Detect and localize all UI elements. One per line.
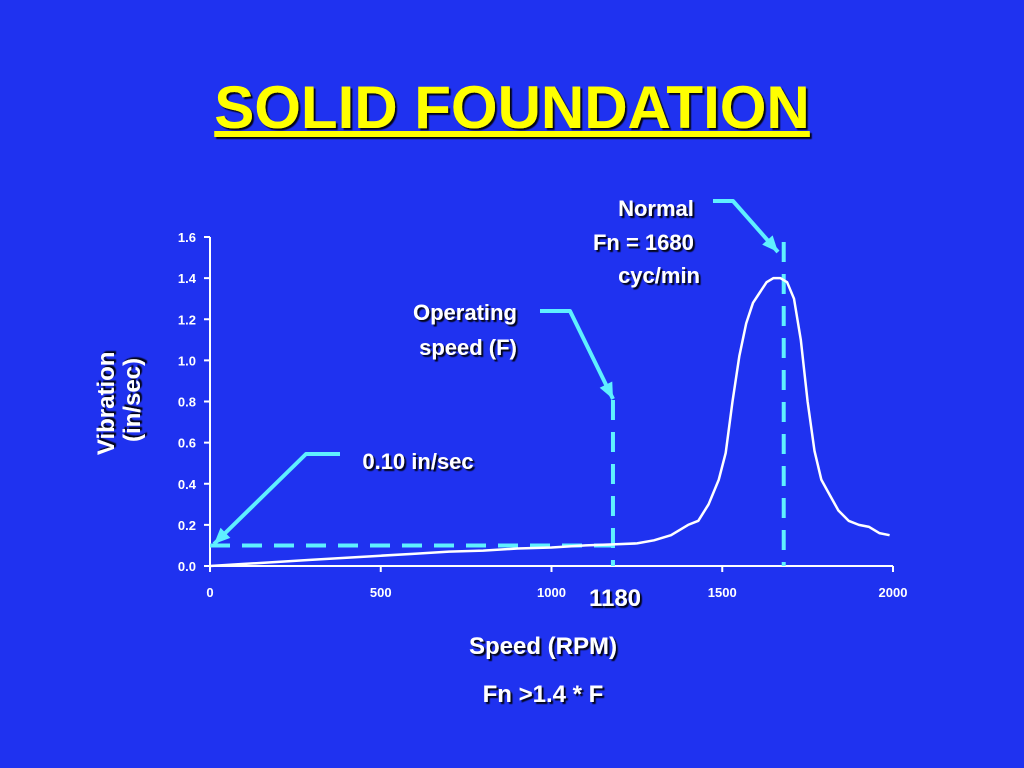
- y-axis-ticks: 0.0 0.2 0.4 0.6 0.8 1.0 1.2 1.4 1.6: [178, 230, 210, 574]
- y-tick-label: 1.2: [178, 312, 196, 327]
- vibration-level-pointer: [212, 452, 340, 546]
- natural-frequency-label-line-3: cyc/min: [618, 263, 700, 288]
- vibration-level-pointer-shaft: [212, 452, 340, 546]
- operating-speed-label: Operating speed (F): [413, 300, 523, 360]
- operating-speed-pointer-head: [599, 381, 613, 399]
- y-tick-label: 0.0: [178, 559, 196, 574]
- y-axis-title-line-1: Vibration: [93, 352, 120, 456]
- annotation-pointers: [212, 199, 780, 546]
- formula-label: Fn >1.4 * F: [483, 681, 604, 708]
- x-tick-label: 500: [370, 585, 392, 600]
- y-tick-label: 1.6: [178, 230, 196, 245]
- operating-speed-pointer: [540, 309, 615, 400]
- y-axis-title-line-2: (in/sec): [119, 358, 146, 442]
- x-axis-title: Speed (RPM): [469, 633, 617, 660]
- natural-frequency-label: Normal Fn = 1680 cyc/min: [593, 196, 700, 288]
- y-tick-label: 0.4: [178, 477, 197, 492]
- y-axis-title: Vibration (in/sec): [93, 345, 146, 455]
- y-tick-label: 0.6: [178, 436, 196, 451]
- vibration-level-pointer-head: [214, 527, 231, 544]
- vibration-level-label: 0.10 in/sec: [362, 449, 473, 474]
- slide-title: SOLID FOUNDATION: [214, 74, 810, 141]
- operating-speed-tick-label: 1180: [589, 585, 641, 612]
- natural-frequency-pointer-shaft: [713, 199, 780, 254]
- y-tick-label: 1.4: [178, 271, 197, 286]
- natural-frequency-pointer: [713, 199, 780, 254]
- x-axis-ticks: 0 500 1000 1500 2000: [206, 566, 907, 600]
- x-tick-label: 1000: [537, 585, 566, 600]
- y-tick-label: 1.0: [178, 353, 196, 368]
- operating-speed-pointer-shaft: [540, 309, 615, 400]
- operating-speed-label-line-2: speed (F): [419, 335, 517, 360]
- natural-frequency-label-line-1: Normal: [618, 196, 694, 221]
- x-tick-label: 0: [206, 585, 213, 600]
- series-line-vibration: [209, 276, 890, 568]
- chart-axes: [209, 237, 893, 567]
- y-tick-label: 0.8: [178, 395, 196, 410]
- x-tick-label: 2000: [879, 585, 908, 600]
- operating-speed-label-line-1: Operating: [413, 300, 517, 325]
- y-tick-label: 0.2: [178, 518, 196, 533]
- natural-frequency-label-line-2: Fn = 1680: [593, 230, 694, 255]
- x-tick-label: 1500: [708, 585, 737, 600]
- reference-lines: [210, 242, 786, 566]
- natural-frequency-pointer-head: [762, 235, 778, 252]
